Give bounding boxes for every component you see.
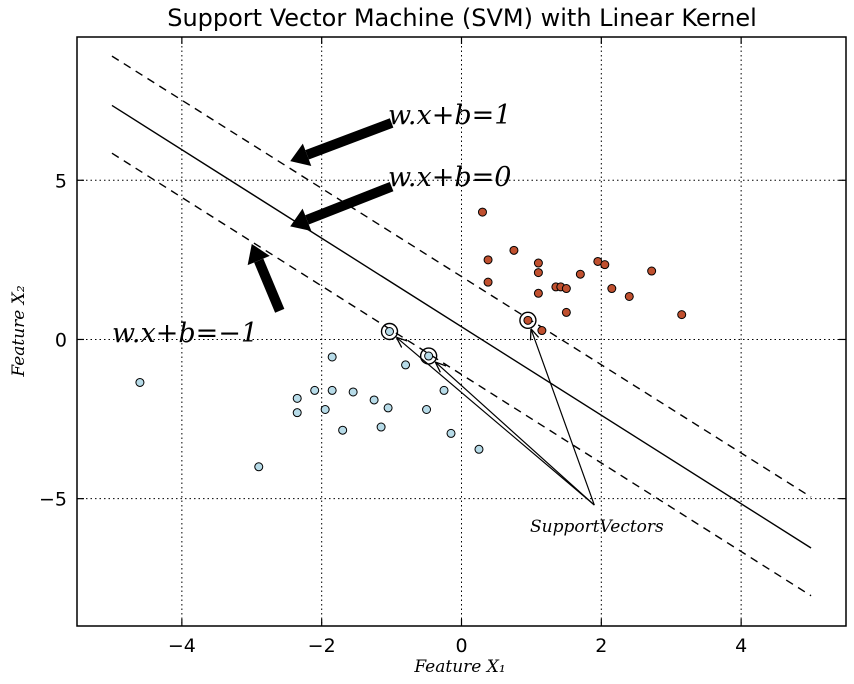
decision-boundary-line <box>111 104 812 549</box>
data-point <box>483 255 493 265</box>
axis-ticks: −4 −2 0 2 4 −5 0 5 <box>39 37 846 657</box>
data-point <box>483 277 493 287</box>
y-tick-label: −5 <box>39 489 67 511</box>
annotation-arrows <box>247 118 595 506</box>
equation-arrow-shaft <box>305 181 394 225</box>
x-tick-label: −2 <box>308 635 336 657</box>
x-tick-label: 2 <box>595 635 607 657</box>
data-point <box>523 315 533 325</box>
data-point <box>383 403 393 413</box>
data-point <box>320 405 330 415</box>
data-point <box>509 245 519 255</box>
data-point <box>439 385 449 395</box>
data-point <box>575 269 585 279</box>
annotation-label-boundary: w.x+b=0 <box>388 162 511 193</box>
y-tick-label: 0 <box>55 329 67 351</box>
x-tick-label: 0 <box>455 635 467 657</box>
equation-arrow-shaft <box>305 118 394 160</box>
grid <box>77 37 846 626</box>
data-point <box>327 352 337 362</box>
data-point <box>533 288 543 298</box>
data-point <box>401 360 411 370</box>
data-point <box>561 284 571 294</box>
annotation-label-margin-pos: w.x+b=1 <box>388 100 511 131</box>
data-point <box>677 310 687 320</box>
chart-title: Support Vector Machine (SVM) with Linear… <box>167 4 757 32</box>
data-point <box>600 260 610 270</box>
data-point <box>348 387 358 397</box>
data-point <box>533 258 543 268</box>
data-point <box>338 425 348 435</box>
margin-line <box>111 152 812 597</box>
data-points <box>135 207 687 472</box>
y-tick-label: 5 <box>55 170 67 192</box>
support-vector-ring <box>419 347 438 365</box>
data-point <box>474 444 484 454</box>
equation-arrow-head <box>290 208 312 232</box>
support-vector-arrow <box>436 363 595 506</box>
annotation-label-margin-neg: w.x+b=−1 <box>112 318 258 349</box>
data-point <box>446 428 456 438</box>
y-axis-label: Feature X₂ <box>9 285 29 378</box>
data-point <box>537 326 547 336</box>
margin-line <box>111 55 812 498</box>
data-point <box>376 422 386 432</box>
data-point <box>533 268 543 278</box>
data-point <box>369 395 379 405</box>
support-vector-arrow <box>397 338 595 506</box>
support-vector-ring <box>380 322 399 341</box>
support-vector-arrow <box>531 330 595 506</box>
data-point <box>384 327 394 336</box>
data-point <box>422 405 432 415</box>
equation-arrow-shaft <box>254 258 285 313</box>
data-point <box>561 307 571 317</box>
data-point <box>477 207 487 217</box>
data-point <box>327 385 337 395</box>
annotation-label-support-vectors: SupportVectors <box>530 517 664 537</box>
data-point <box>310 385 320 395</box>
data-point <box>292 393 302 403</box>
data-point <box>607 284 617 294</box>
equation-arrow-head <box>290 143 312 167</box>
x-tick-label: −4 <box>168 635 196 657</box>
data-point <box>424 351 434 361</box>
decision-lines <box>111 55 812 597</box>
data-point <box>624 291 634 301</box>
data-point <box>135 377 145 387</box>
support-vector-ring <box>519 311 537 330</box>
equation-arrow-head <box>247 243 270 266</box>
x-tick-label: 4 <box>735 635 747 657</box>
data-point <box>254 462 264 472</box>
data-point <box>292 408 302 418</box>
data-point <box>647 266 657 276</box>
x-axis-label: Feature X₁ <box>413 657 505 677</box>
